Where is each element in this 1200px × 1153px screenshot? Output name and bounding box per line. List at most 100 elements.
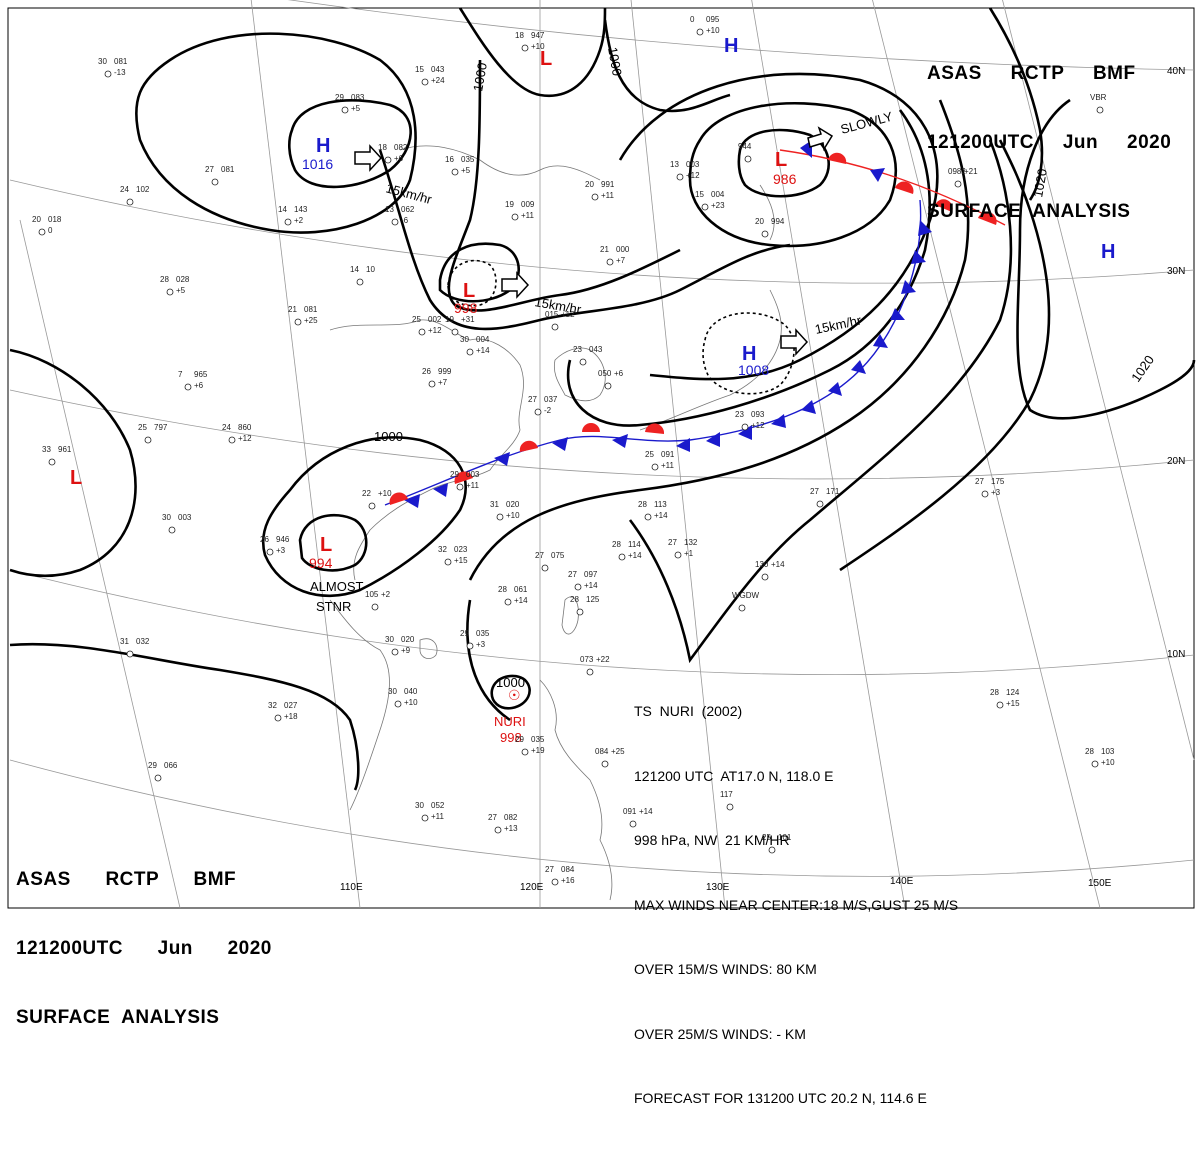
station-circle-icon (496, 513, 504, 521)
cold-front-tri (911, 250, 926, 264)
station-value: 15 (415, 65, 424, 74)
station-value: 114 (628, 540, 641, 549)
lat-label: 20N (1167, 456, 1185, 467)
station-value: 082 (504, 813, 518, 822)
station-value: 947 (531, 31, 545, 40)
low-center-letter: L (463, 280, 475, 302)
isobar-1000-top (458, 7, 607, 98)
station-plot: 28 114 +14 (612, 540, 642, 561)
station-value: 040 (404, 687, 418, 696)
station-circle-icon (629, 820, 637, 828)
station-circle-icon (274, 714, 282, 722)
typhoon-info-line: MAX WINDS NEAR CENTER:18 M/S,GUST 25 M/S (634, 896, 959, 913)
header-top-line2: 121200UTC Jun 2020 (927, 132, 1172, 153)
station-plot: 26 999 +7 (422, 367, 452, 388)
station-circle-icon (384, 156, 392, 164)
station-circle-icon (551, 323, 559, 331)
station-circle-icon (391, 648, 399, 656)
cold-front-triangles (404, 140, 932, 508)
station-value: 19 (505, 200, 514, 209)
station-value: +14 (654, 511, 668, 520)
station-plot: 23 043 (573, 345, 603, 366)
lon-line-150 (872, 0, 1101, 909)
station-plot: 29 003 +11 (450, 470, 480, 491)
station-value: 073 (580, 655, 594, 664)
station-circle-icon (368, 502, 376, 510)
typhoon-pressure: 998 (500, 730, 522, 745)
station-plot: 25 002 +12 (412, 315, 442, 336)
station-value: 28 (990, 688, 999, 697)
station-plot: 15 004 +23 (695, 190, 725, 211)
station-value: 29 (460, 629, 469, 638)
lon-line-110 (250, 0, 361, 909)
station-value: +15 (1006, 699, 1020, 708)
station-value: 31 (490, 500, 499, 509)
station-circle-icon (444, 558, 452, 566)
station-circle-icon (618, 553, 626, 561)
station-plot: 28 113 +14 (638, 500, 668, 521)
station-value: +16 (561, 876, 575, 885)
station-circle-icon (996, 701, 1004, 709)
isobar-994-inner (298, 513, 368, 572)
station-value: VBR (1090, 93, 1107, 102)
warm-front-bump (454, 471, 473, 484)
station-plot: 0982+21 (948, 167, 978, 188)
isobar-label: 1000 (374, 429, 403, 444)
cold-front-tri (771, 414, 786, 428)
station-value: 33 (42, 445, 51, 454)
station-plot: 30 020 +9 (385, 635, 415, 656)
station-plot: 13 062 -6 (385, 205, 415, 226)
station-value: +25 (611, 747, 625, 756)
station-circle-icon (228, 436, 236, 444)
station-circle-icon (644, 513, 652, 521)
station-value: 015 (545, 310, 559, 319)
station-value: 004 (711, 190, 725, 199)
station-plot: 105 +2 (365, 590, 391, 611)
station-plot: 15 043 +24 (415, 65, 445, 86)
station-value: 16 (445, 155, 454, 164)
cold-front-tri (870, 168, 885, 182)
isobar-low-986-outer (618, 72, 939, 381)
station-value: 30 (98, 57, 107, 66)
station-plot: 015 +12 (545, 310, 575, 331)
station-value: 143 (294, 205, 308, 214)
station-value: 24 (222, 423, 231, 432)
station-circle-icon (738, 604, 746, 612)
station-value: 28 (498, 585, 507, 594)
station-value: +11 (466, 481, 480, 490)
station-plot: 27 084 +16 (545, 865, 575, 886)
station-value: +11 (521, 211, 535, 220)
lon-line-130 (630, 0, 726, 909)
coastlines (329, 145, 782, 901)
high-center-letter: H (724, 35, 738, 57)
station-circle-icon (604, 382, 612, 390)
station-plot: 28 103 +10 (1085, 747, 1115, 768)
station-value: 28 (160, 275, 169, 284)
station-value: +12 (686, 171, 700, 180)
coast-china (329, 319, 524, 581)
isobar-label: 1020 (1128, 352, 1157, 384)
station-circle-icon (144, 436, 152, 444)
station-circle-icon (601, 760, 609, 768)
high-center-letter: H (316, 135, 330, 157)
station-value: +11 (661, 461, 675, 470)
station-value: +6 (194, 381, 204, 390)
station-plot: 30 004 +14 (460, 335, 490, 356)
station-value: 30 (385, 635, 394, 644)
motion-label: 15km/hr (814, 312, 864, 337)
warm-front-bump (389, 492, 408, 505)
station-plot: 28 061 +14 (498, 585, 528, 606)
station-value: 26 (422, 367, 431, 376)
station-circle-icon (651, 463, 659, 471)
station-circle-icon (371, 603, 379, 611)
typhoon-info-line: 998 hPa, NW 21 KM/HR (634, 832, 790, 848)
station-value: 19 (445, 315, 454, 324)
station-circle-icon (551, 878, 559, 886)
station-value: 023 (454, 545, 468, 554)
station-value: 14 (278, 205, 287, 214)
station-value: +5 (176, 286, 186, 295)
station-value: +21 (964, 167, 978, 176)
station-value: 29 (148, 761, 157, 770)
station-value: 035 (461, 155, 475, 164)
station-value: 29 (450, 470, 459, 479)
